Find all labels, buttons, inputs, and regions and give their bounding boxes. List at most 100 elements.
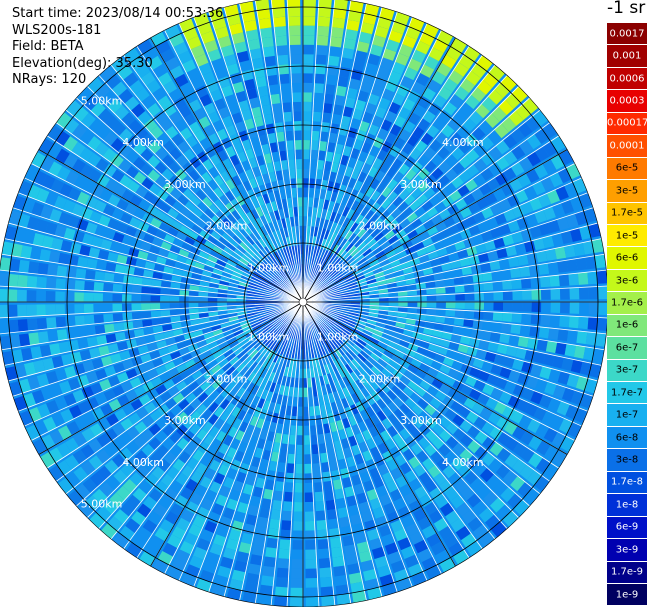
data-bin bbox=[292, 101, 302, 112]
data-bin bbox=[299, 378, 303, 388]
data-bin bbox=[284, 326, 290, 336]
data-bin bbox=[379, 161, 390, 174]
data-bin bbox=[304, 444, 311, 455]
data-bin bbox=[286, 327, 292, 337]
data-bin bbox=[435, 315, 446, 323]
ray-gap bbox=[302, 207, 594, 303]
data-bin bbox=[232, 326, 242, 333]
data-bin bbox=[463, 275, 474, 284]
data-bin bbox=[220, 399, 231, 410]
data-bin bbox=[405, 348, 417, 358]
data-bin bbox=[558, 274, 570, 287]
data-bin bbox=[235, 264, 245, 272]
data-bin bbox=[56, 329, 68, 341]
data-bin bbox=[456, 502, 471, 517]
data-bin bbox=[436, 294, 446, 301]
data-bin bbox=[432, 38, 449, 53]
data-bin bbox=[411, 374, 423, 385]
data-bin bbox=[377, 254, 388, 263]
data-bin bbox=[226, 498, 239, 511]
data-bin bbox=[587, 271, 598, 285]
data-bin bbox=[276, 364, 283, 375]
data-bin bbox=[330, 27, 344, 38]
data-bin bbox=[253, 406, 262, 418]
data-bin bbox=[423, 373, 436, 384]
data-bin bbox=[279, 228, 286, 239]
data-bin bbox=[373, 75, 387, 88]
data-bin bbox=[511, 145, 526, 160]
data-bin bbox=[584, 207, 597, 223]
data-bin bbox=[287, 0, 301, 7]
data-bin bbox=[263, 488, 274, 500]
data-bin bbox=[284, 482, 294, 493]
data-bin bbox=[358, 420, 368, 433]
ray-gap bbox=[302, 301, 413, 587]
data-bin bbox=[411, 571, 428, 586]
data-bin bbox=[48, 447, 64, 463]
data-bin bbox=[336, 358, 345, 368]
data-bin bbox=[175, 213, 187, 225]
data-bin bbox=[416, 282, 427, 289]
data-bin bbox=[85, 325, 96, 337]
data-bin bbox=[176, 363, 188, 374]
data-bin bbox=[320, 345, 327, 356]
data-bin bbox=[218, 358, 229, 368]
data-bin bbox=[371, 333, 382, 341]
data-bin bbox=[153, 559, 169, 574]
data-bin bbox=[395, 229, 407, 239]
data-bin bbox=[328, 392, 336, 403]
data-bin bbox=[370, 446, 381, 459]
data-bin bbox=[295, 368, 300, 379]
data-bin bbox=[264, 324, 274, 332]
data-bin bbox=[114, 105, 129, 120]
data-bin bbox=[271, 103, 282, 114]
data-bin bbox=[305, 559, 317, 569]
data-bin bbox=[279, 539, 291, 550]
data-bin bbox=[399, 427, 411, 440]
data-bin bbox=[275, 577, 289, 588]
data-bin bbox=[187, 252, 199, 261]
data-bin bbox=[50, 178, 65, 194]
data-bin bbox=[466, 246, 478, 256]
data-bin bbox=[446, 46, 462, 61]
data-bin bbox=[482, 320, 493, 330]
data-bin bbox=[345, 276, 355, 283]
data-bin bbox=[102, 293, 113, 302]
data-bin bbox=[376, 279, 387, 286]
data-bin bbox=[577, 272, 589, 285]
data-bin bbox=[486, 474, 502, 489]
data-bin bbox=[169, 431, 182, 444]
data-bin bbox=[147, 169, 161, 182]
data-bin bbox=[417, 302, 427, 308]
data-bin bbox=[270, 281, 279, 288]
data-bin bbox=[304, 463, 312, 474]
data-bin bbox=[316, 268, 322, 278]
data-bin bbox=[330, 268, 339, 277]
data-bin bbox=[226, 13, 241, 26]
data-bin bbox=[102, 303, 113, 313]
data-bin bbox=[206, 80, 219, 93]
data-bin bbox=[530, 363, 543, 377]
data-bin bbox=[260, 575, 275, 587]
data-bin bbox=[269, 266, 278, 275]
data-bin bbox=[349, 188, 359, 200]
data-bin bbox=[513, 499, 530, 516]
data-bin bbox=[287, 328, 293, 338]
data-bin bbox=[317, 313, 327, 320]
data-bin bbox=[212, 245, 223, 255]
data-bin bbox=[505, 245, 517, 257]
data-bin bbox=[396, 84, 410, 98]
data-bin bbox=[137, 199, 151, 212]
data-bin bbox=[74, 292, 84, 302]
data-bin bbox=[332, 104, 343, 116]
data-bin bbox=[220, 137, 232, 150]
data-bin bbox=[258, 238, 267, 248]
data-bin bbox=[521, 361, 534, 374]
data-bin bbox=[200, 380, 211, 392]
data-bin bbox=[226, 298, 237, 302]
data-bin bbox=[61, 353, 73, 367]
data-bin bbox=[421, 556, 438, 571]
data-bin bbox=[331, 339, 339, 348]
data-bin bbox=[402, 206, 414, 218]
